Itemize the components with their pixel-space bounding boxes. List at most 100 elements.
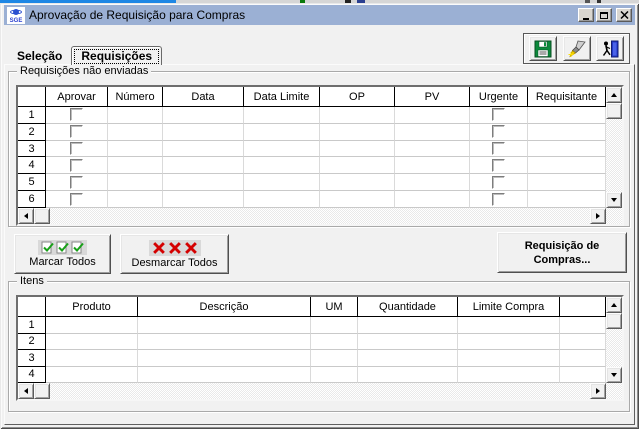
grid-cell[interactable] — [163, 107, 244, 124]
grid-cell[interactable] — [244, 157, 320, 175]
grid-cell[interactable] — [320, 140, 395, 158]
grid-cell[interactable] — [244, 107, 320, 124]
grid-cell[interactable] — [138, 333, 311, 350]
save-button[interactable] — [529, 36, 558, 61]
grid-cell[interactable] — [320, 157, 395, 175]
grid-cell[interactable] — [108, 140, 163, 158]
checkbox-unchecked[interactable] — [492, 125, 505, 139]
grid-cell[interactable] — [470, 123, 528, 141]
checkbox-unchecked[interactable] — [492, 142, 505, 156]
unmark-all-button[interactable]: Desmarcar Todos — [120, 234, 229, 274]
grid-cell[interactable] — [244, 191, 320, 208]
grid-cell[interactable] — [470, 157, 528, 175]
grid-cell[interactable] — [358, 366, 458, 383]
tab-selecao[interactable]: Seleção — [17, 49, 63, 63]
scrollbar-track[interactable] — [606, 329, 622, 367]
grid-cell[interactable] — [244, 174, 320, 192]
checkbox-unchecked[interactable] — [492, 175, 505, 189]
grid-cell[interactable] — [395, 140, 470, 158]
grid-cell[interactable] — [458, 350, 560, 367]
scroll-up-button[interactable] — [606, 87, 622, 103]
grid-cell[interactable] — [320, 107, 395, 124]
mark-all-button[interactable]: Marcar Todos — [14, 234, 111, 274]
grid-cell[interactable] — [163, 157, 244, 175]
grid-cell[interactable] — [108, 107, 163, 124]
grid-cell[interactable] — [46, 107, 108, 124]
checkbox-unchecked[interactable] — [492, 108, 505, 122]
scrollbar-track[interactable] — [606, 119, 622, 192]
grid-cell[interactable] — [528, 140, 606, 158]
grid-cell[interactable] — [470, 107, 528, 124]
scroll-left-button[interactable] — [18, 383, 34, 399]
scrollbar-track[interactable] — [50, 383, 590, 399]
checkbox-unchecked[interactable] — [70, 192, 83, 206]
grid-cell[interactable] — [395, 123, 470, 141]
checkbox-unchecked[interactable] — [70, 142, 83, 156]
grid-cell[interactable] — [320, 191, 395, 208]
grid-cell[interactable] — [163, 140, 244, 158]
grid-cell[interactable] — [46, 191, 108, 208]
scrollbar-track[interactable] — [50, 208, 590, 224]
grid-cell[interactable] — [528, 123, 606, 141]
grid-cell[interactable] — [163, 174, 244, 192]
grid-cell[interactable] — [108, 123, 163, 141]
grid-cell[interactable] — [108, 174, 163, 192]
scrollbar-thumb[interactable] — [34, 383, 50, 399]
grid-cell[interactable] — [320, 123, 395, 141]
scroll-down-button[interactable] — [606, 192, 622, 208]
grid-cell[interactable] — [358, 333, 458, 350]
horizontal-scrollbar[interactable] — [18, 208, 606, 224]
maximize-button[interactable] — [596, 8, 612, 22]
grid-cell[interactable] — [560, 350, 606, 367]
grid-cell[interactable] — [46, 157, 108, 175]
app-icon[interactable]: SGE — [7, 6, 25, 24]
grid-cell[interactable] — [395, 107, 470, 124]
grid-cell[interactable] — [46, 123, 108, 141]
grid-cell[interactable] — [395, 191, 470, 208]
checkbox-unchecked[interactable] — [70, 125, 83, 139]
horizontal-scrollbar[interactable] — [18, 383, 606, 399]
grid-cell[interactable] — [108, 191, 163, 208]
minimize-button[interactable] — [578, 8, 594, 22]
vertical-scrollbar[interactable] — [606, 87, 622, 208]
grid-cell[interactable] — [138, 350, 311, 367]
grid-cell[interactable] — [46, 366, 138, 383]
grid-cell[interactable] — [470, 174, 528, 192]
grid-cell[interactable] — [311, 317, 358, 334]
grid-cell[interactable] — [528, 174, 606, 192]
clean-button[interactable] — [562, 36, 591, 61]
grid-cell[interactable] — [358, 317, 458, 334]
grid-cell[interactable] — [560, 317, 606, 334]
scroll-right-button[interactable] — [590, 208, 606, 224]
grid-cell[interactable] — [46, 174, 108, 192]
grid-cell[interactable] — [46, 317, 138, 334]
scroll-right-button[interactable] — [590, 383, 606, 399]
titlebar[interactable]: SGE Aprovação de Requisição para Compras — [4, 5, 635, 25]
grid-cell[interactable] — [311, 350, 358, 367]
grid-cell[interactable] — [46, 140, 108, 158]
grid-cell[interactable] — [311, 333, 358, 350]
checkbox-unchecked[interactable] — [70, 158, 83, 172]
tab-requisicoes[interactable]: Requisições — [71, 46, 163, 65]
grid-cell[interactable] — [108, 157, 163, 175]
grid-cell[interactable] — [458, 317, 560, 334]
grid-cell[interactable] — [395, 157, 470, 175]
grid-cell[interactable] — [244, 123, 320, 141]
grid-cell[interactable] — [470, 191, 528, 208]
grid-cell[interactable] — [311, 366, 358, 383]
grid-cell[interactable] — [395, 174, 470, 192]
grid-cell[interactable] — [528, 107, 606, 124]
grid-cell[interactable] — [46, 350, 138, 367]
grid-cell[interactable] — [528, 157, 606, 175]
grid-cell[interactable] — [560, 366, 606, 383]
scroll-down-button[interactable] — [606, 367, 622, 383]
exit-button[interactable] — [595, 36, 624, 61]
checkbox-unchecked[interactable] — [492, 192, 505, 206]
grid-cell[interactable] — [470, 140, 528, 158]
grid-cell[interactable] — [244, 140, 320, 158]
scrollbar-thumb[interactable] — [606, 313, 622, 329]
grid-cell[interactable] — [458, 333, 560, 350]
grid-cell[interactable] — [138, 366, 311, 383]
scroll-left-button[interactable] — [18, 208, 34, 224]
vertical-scrollbar[interactable] — [606, 297, 622, 383]
